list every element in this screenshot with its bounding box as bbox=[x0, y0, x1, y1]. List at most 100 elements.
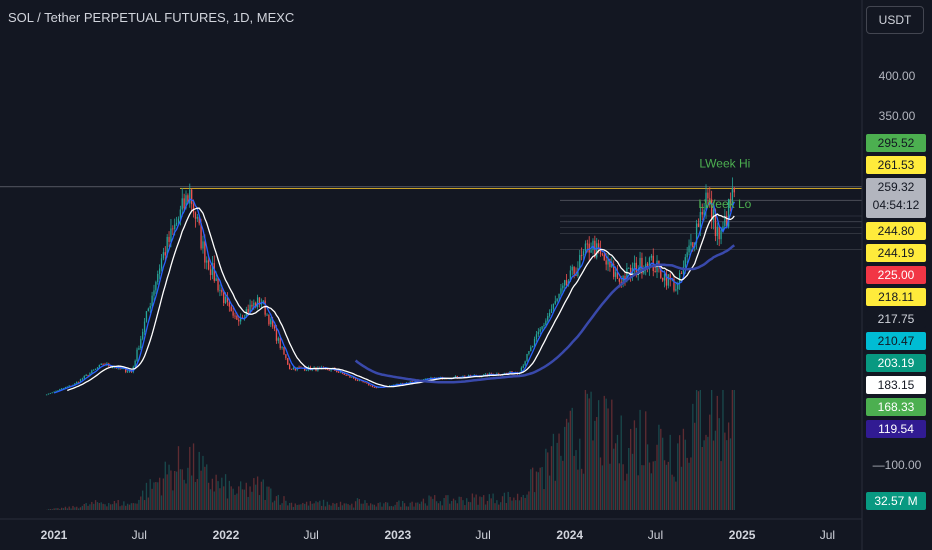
price-label: 261.53 bbox=[878, 158, 915, 172]
candle-body bbox=[328, 369, 330, 371]
volume-bar bbox=[424, 503, 426, 510]
volume-bar bbox=[467, 501, 470, 510]
volume-bar bbox=[311, 503, 313, 510]
volume-bar bbox=[458, 496, 460, 510]
candle-body bbox=[211, 263, 214, 275]
candle-body bbox=[200, 223, 202, 249]
volume-bar bbox=[298, 504, 300, 510]
volume-bar bbox=[407, 506, 409, 510]
volume-bar bbox=[243, 489, 246, 510]
volume-bar bbox=[279, 504, 281, 510]
volume-bar bbox=[522, 495, 524, 510]
candle-body bbox=[100, 363, 102, 365]
candle-body bbox=[79, 379, 82, 382]
volume-bar bbox=[158, 477, 161, 510]
candle-body bbox=[138, 348, 140, 350]
candle-body bbox=[51, 392, 53, 394]
volume-bar bbox=[106, 506, 108, 510]
candle-body bbox=[239, 317, 242, 322]
candle-body bbox=[236, 315, 238, 320]
volume-bar bbox=[292, 506, 295, 510]
volume-bar bbox=[709, 414, 711, 510]
volume-bar bbox=[684, 439, 686, 510]
volume-bar bbox=[369, 503, 372, 510]
time-tick-label: 2024 bbox=[556, 528, 583, 542]
candle-body bbox=[275, 328, 278, 341]
volume-bar bbox=[509, 496, 511, 510]
volume-bar bbox=[462, 500, 464, 510]
candle-body bbox=[445, 378, 447, 380]
volume-bar bbox=[207, 482, 210, 510]
volume-bar bbox=[100, 502, 102, 510]
candle-body bbox=[255, 302, 257, 308]
volume-bar bbox=[516, 493, 519, 510]
volume-bar bbox=[362, 503, 364, 510]
volume-bar bbox=[581, 468, 583, 510]
volume-bar bbox=[631, 453, 634, 510]
volume-bar bbox=[682, 428, 685, 510]
volume-bar bbox=[196, 479, 198, 510]
candle-body bbox=[677, 283, 679, 290]
volume-bar bbox=[417, 502, 419, 510]
candle-body bbox=[76, 381, 78, 384]
volume-bar bbox=[132, 503, 134, 510]
volume-bar bbox=[663, 460, 666, 510]
candle-body bbox=[258, 297, 261, 305]
candle-body bbox=[61, 388, 63, 390]
volume-bar bbox=[302, 502, 304, 510]
volume-bar bbox=[341, 505, 344, 510]
sma-slow-line bbox=[354, 244, 736, 384]
volume-bar bbox=[388, 506, 391, 510]
currency-button[interactable]: USDT bbox=[866, 6, 924, 34]
volume-bar bbox=[130, 503, 133, 510]
volume-bar bbox=[213, 491, 215, 510]
volume-bar bbox=[475, 494, 477, 510]
candle-body bbox=[336, 370, 338, 373]
volume-bar bbox=[200, 470, 202, 510]
candle-body bbox=[223, 292, 225, 304]
volume-bar bbox=[68, 506, 70, 510]
volume-bar bbox=[179, 469, 182, 510]
volume-bar bbox=[526, 494, 528, 510]
candle-body bbox=[467, 375, 470, 377]
volume-bar bbox=[441, 505, 443, 510]
volume-bar bbox=[639, 409, 641, 510]
volume-bar bbox=[83, 504, 85, 510]
volume-bar bbox=[251, 491, 253, 510]
volume-bar bbox=[334, 503, 336, 510]
volume-bar bbox=[70, 508, 72, 510]
volume-bar bbox=[699, 390, 702, 510]
candle-body bbox=[541, 326, 543, 330]
volume-bar bbox=[55, 508, 57, 510]
volume-bar bbox=[307, 505, 310, 510]
candle-body bbox=[111, 367, 114, 369]
volume-bar bbox=[253, 478, 255, 510]
volume-bar bbox=[94, 500, 97, 510]
candle-body bbox=[375, 387, 377, 389]
volume-bar bbox=[91, 501, 93, 510]
candle-body bbox=[368, 383, 370, 386]
volume-bar bbox=[175, 471, 178, 510]
time-tick-label: Jul bbox=[303, 528, 318, 542]
candle-body bbox=[251, 304, 253, 307]
volume-bar bbox=[530, 469, 532, 510]
volume-bar bbox=[62, 508, 65, 510]
candle-body bbox=[147, 308, 149, 312]
volume-bar bbox=[492, 493, 494, 510]
volume-bar bbox=[304, 503, 306, 510]
candle-body bbox=[68, 385, 70, 387]
price-label-box bbox=[866, 398, 926, 416]
candle-body bbox=[194, 212, 197, 219]
candle-body bbox=[279, 338, 281, 348]
volume-bar bbox=[716, 395, 718, 510]
volume-bar bbox=[692, 403, 694, 510]
candle-body bbox=[564, 280, 566, 286]
candle-body bbox=[533, 339, 536, 346]
candle-body bbox=[187, 195, 189, 204]
volume-bar bbox=[147, 497, 149, 510]
volume-bar bbox=[381, 506, 383, 510]
candle-body bbox=[678, 273, 681, 284]
time-tick-label: 2021 bbox=[41, 528, 68, 542]
